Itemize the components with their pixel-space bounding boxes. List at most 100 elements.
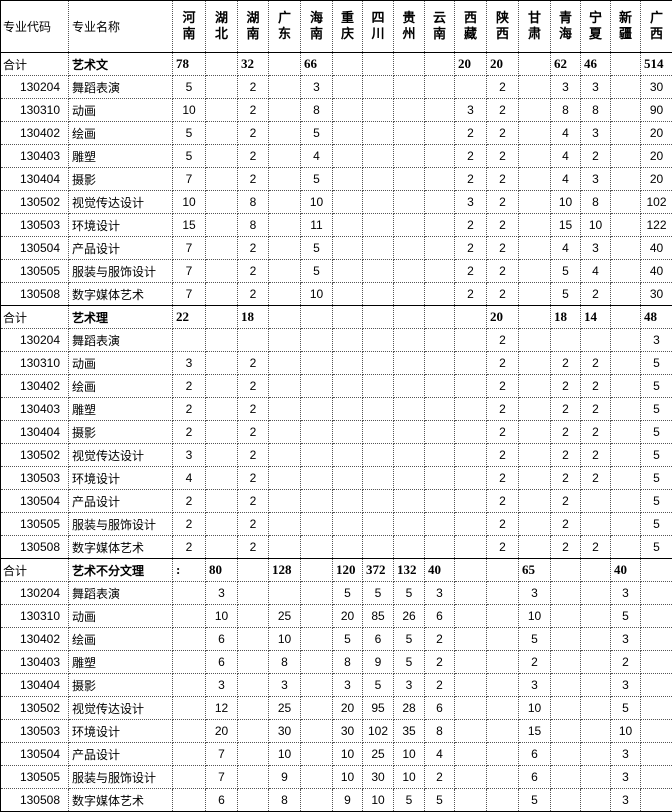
quota-cell: 4 xyxy=(550,144,581,168)
quota-cell xyxy=(424,75,455,99)
total-cell: 372 xyxy=(362,558,394,582)
quota-cell xyxy=(550,673,581,697)
quota-cell xyxy=(237,673,269,697)
total-cell: 80 xyxy=(205,558,238,582)
quota-cell: 5 xyxy=(393,581,425,605)
category-name: 艺术文 xyxy=(68,52,173,76)
header-province: 甘肃 xyxy=(518,0,551,53)
major-code: 130505 xyxy=(0,512,69,536)
quota-cell xyxy=(300,512,333,536)
major-name: 动画 xyxy=(68,351,173,375)
quota-cell: 102 xyxy=(362,719,394,743)
quota-cell xyxy=(640,673,672,697)
quota-cell xyxy=(424,374,455,398)
major-name: 视觉传达设计 xyxy=(68,696,173,720)
quota-cell: 3 xyxy=(550,75,581,99)
quota-cell xyxy=(268,98,301,122)
quota-cell: 8 xyxy=(268,650,301,674)
quota-cell xyxy=(362,489,394,513)
major-name: 产品设计 xyxy=(68,742,173,766)
quota-cell xyxy=(518,259,551,283)
quota-cell xyxy=(610,443,641,467)
total-cell: 22 xyxy=(172,305,206,329)
major-name: 环境设计 xyxy=(68,719,173,743)
quota-cell: 8 xyxy=(424,719,455,743)
quota-cell: 2 xyxy=(580,351,611,375)
quota-cell xyxy=(424,328,455,352)
quota-cell: 2 xyxy=(237,420,269,444)
quota-cell xyxy=(518,190,551,214)
quota-cell: 2 xyxy=(172,420,206,444)
quota-cell xyxy=(486,581,519,605)
major-name: 环境设计 xyxy=(68,213,173,237)
quota-cell xyxy=(393,420,425,444)
quota-cell: 10 xyxy=(362,788,394,812)
quota-cell: 2 xyxy=(486,121,519,145)
quota-cell xyxy=(393,121,425,145)
quota-cell xyxy=(300,443,333,467)
quota-cell xyxy=(580,627,611,651)
quota-cell xyxy=(550,765,581,789)
quota-cell xyxy=(424,351,455,375)
major-name: 雕塑 xyxy=(68,144,173,168)
quota-cell xyxy=(486,788,519,812)
quota-cell: 3 xyxy=(640,328,672,352)
quota-cell xyxy=(268,167,301,191)
quota-cell: 2 xyxy=(454,282,487,306)
quota-cell xyxy=(393,190,425,214)
total-cell xyxy=(332,305,363,329)
quota-cell xyxy=(486,696,519,720)
quota-cell xyxy=(454,696,487,720)
major-code: 130403 xyxy=(0,144,69,168)
quota-cell xyxy=(518,167,551,191)
total-cell: 18 xyxy=(237,305,269,329)
quota-cell xyxy=(205,98,238,122)
quota-cell xyxy=(610,144,641,168)
quota-cell: 2 xyxy=(486,75,519,99)
total-label: 合计 xyxy=(0,558,69,582)
quota-cell: 5 xyxy=(300,236,333,260)
quota-cell: 6 xyxy=(424,696,455,720)
quota-cell: 5 xyxy=(172,144,206,168)
header-province: 陕西 xyxy=(486,0,519,53)
major-code: 130508 xyxy=(0,282,69,306)
quota-cell: 3 xyxy=(424,581,455,605)
quota-cell: 5 xyxy=(550,282,581,306)
major-name: 服装与服饰设计 xyxy=(68,259,173,283)
total-cell: 14 xyxy=(580,305,611,329)
quota-cell: 2 xyxy=(172,512,206,536)
quota-cell xyxy=(393,75,425,99)
quota-cell xyxy=(393,374,425,398)
quota-cell xyxy=(362,397,394,421)
total-cell: 62 xyxy=(550,52,581,76)
quota-cell xyxy=(610,535,641,559)
total-cell xyxy=(424,52,455,76)
quota-cell xyxy=(424,259,455,283)
quota-cell: 2 xyxy=(237,466,269,490)
quota-cell: 5 xyxy=(640,489,672,513)
quota-cell xyxy=(550,742,581,766)
total-cell: 132 xyxy=(393,558,425,582)
quota-cell: 2 xyxy=(610,650,641,674)
quota-cell xyxy=(518,420,551,444)
quota-cell: 2 xyxy=(486,443,519,467)
quota-cell: 2 xyxy=(550,374,581,398)
total-cell xyxy=(610,52,641,76)
header-name: 专业名称 xyxy=(68,0,173,53)
quota-cell: 4 xyxy=(300,144,333,168)
quota-cell: 3 xyxy=(205,673,238,697)
quota-cell xyxy=(300,742,333,766)
quota-cell: 2 xyxy=(237,443,269,467)
quota-cell xyxy=(454,650,487,674)
quota-cell: 5 xyxy=(393,650,425,674)
quota-cell xyxy=(268,236,301,260)
quota-cell xyxy=(362,374,394,398)
quota-cell: 2 xyxy=(486,213,519,237)
quota-cell: 5 xyxy=(518,788,551,812)
total-cell xyxy=(362,52,394,76)
quota-cell xyxy=(640,742,672,766)
quota-cell xyxy=(610,75,641,99)
quota-cell: 2 xyxy=(237,489,269,513)
quota-cell: 3 xyxy=(610,673,641,697)
quota-cell: 2 xyxy=(550,466,581,490)
